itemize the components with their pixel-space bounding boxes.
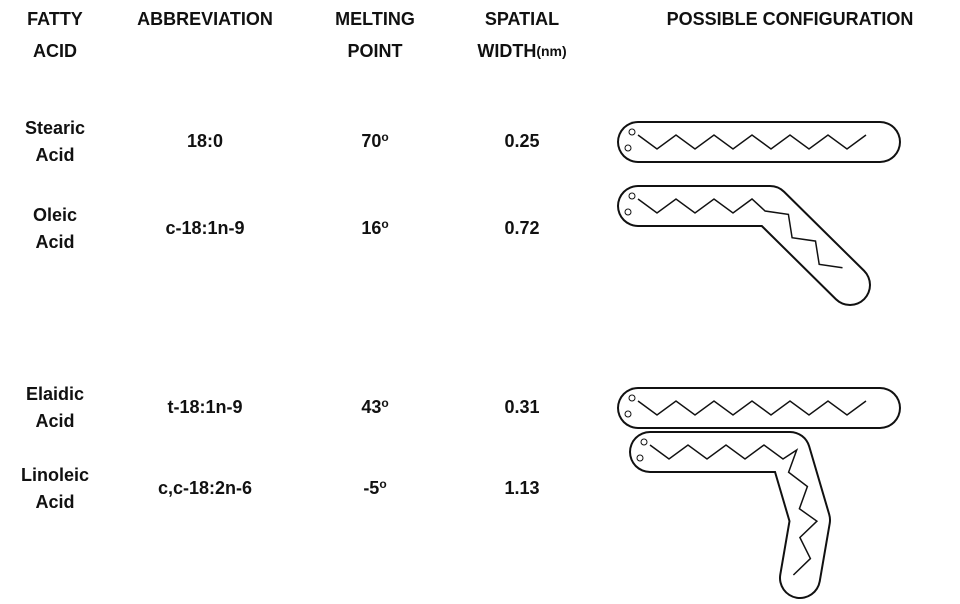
- melting-value: 43: [361, 397, 381, 417]
- degree-sign: o: [381, 396, 388, 410]
- melting-point: 43o: [361, 396, 388, 417]
- header-cell: FATTY: [27, 9, 83, 29]
- acid-name: Acid: [35, 492, 74, 512]
- abbreviation: c-18:1n-9: [165, 218, 244, 238]
- acid-name: Acid: [35, 145, 74, 165]
- header-unit: (nm): [536, 43, 566, 59]
- melting-value: -5: [363, 478, 379, 498]
- carboxyl-oxygen: [636, 454, 644, 462]
- molecule-fill: [619, 187, 869, 304]
- carbon-chain: [649, 444, 819, 576]
- melting-value: 16: [361, 218, 381, 238]
- header-text: WIDTH: [477, 41, 536, 61]
- carbon-chain: [637, 134, 867, 150]
- acid-name: Acid: [35, 232, 74, 252]
- carboxyl-oxygen: [628, 394, 636, 402]
- header-cell: WIDTH(nm): [477, 41, 566, 61]
- spatial-width: 0.72: [504, 218, 539, 238]
- molecule-drawings: [617, 121, 901, 599]
- acid-name: Stearic: [25, 118, 85, 138]
- carboxyl-oxygen: [624, 410, 632, 418]
- melting-value: 70: [361, 131, 381, 151]
- header-cell: ABBREVIATION: [137, 9, 273, 29]
- header-cell: MELTING: [335, 9, 415, 29]
- carboxyl-oxygen: [624, 144, 632, 152]
- melting-point: 16o: [361, 217, 388, 238]
- melting-point: -5o: [363, 477, 386, 498]
- abbreviation: c,c-18:2n-6: [158, 478, 252, 498]
- degree-sign: o: [381, 130, 388, 144]
- carboxyl-oxygen: [628, 192, 636, 200]
- abbreviation: 18:0: [187, 131, 223, 151]
- header-cell: ACID: [33, 41, 77, 61]
- spatial-width: 1.13: [504, 478, 539, 498]
- spatial-width: 0.31: [504, 397, 539, 417]
- carboxyl-oxygen: [640, 438, 648, 446]
- header-cell: SPATIAL: [485, 9, 559, 29]
- acid-name: Linoleic: [21, 465, 89, 485]
- carbon-chain: [637, 400, 867, 416]
- carboxyl-oxygen: [628, 128, 636, 136]
- carbon-chain: [637, 198, 843, 269]
- molecule-fill: [631, 433, 829, 597]
- header-cell: POSSIBLE CONFIGURATION: [667, 9, 914, 29]
- carboxyl-oxygen: [624, 208, 632, 216]
- abbreviation: t-18:1n-9: [167, 397, 242, 417]
- acid-name: Oleic: [33, 205, 77, 225]
- acid-name: Acid: [35, 411, 74, 431]
- melting-point: 70o: [361, 130, 388, 151]
- header-cell: POINT: [347, 41, 402, 61]
- degree-sign: o: [379, 477, 386, 491]
- degree-sign: o: [381, 217, 388, 231]
- spatial-width: 0.25: [504, 131, 539, 151]
- acid-name: Elaidic: [26, 384, 84, 404]
